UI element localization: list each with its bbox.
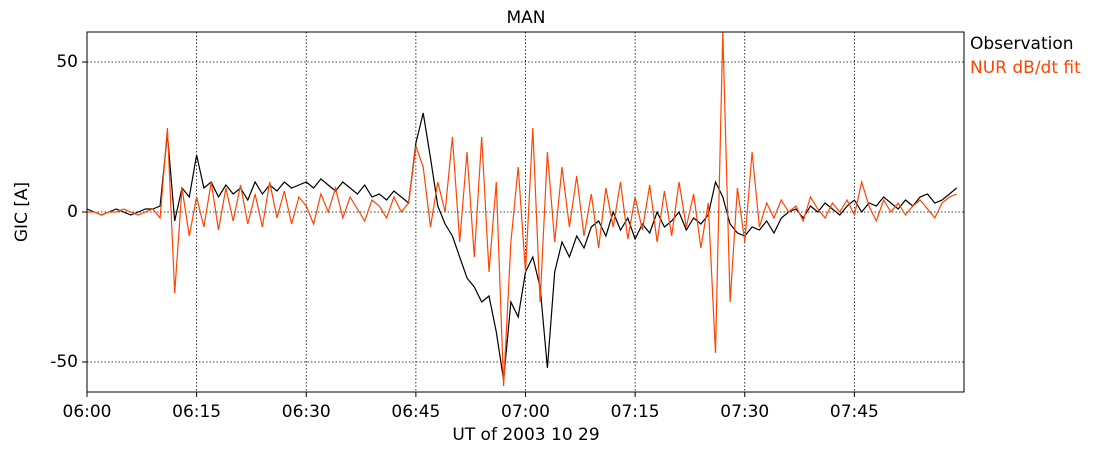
legend-entry: NUR dB/dt fit [970,58,1081,78]
x-tick-label: 06:00 [63,402,112,422]
x-tick-label: 07:00 [501,402,550,422]
chart-title: MAN [506,8,545,28]
x-tick-label: 06:45 [391,402,440,422]
x-tick-label: 07:15 [611,402,660,422]
y-tick-label: -50 [50,352,78,372]
y-tick-label: 50 [56,52,78,72]
y-axis-label: GIC [A] [12,182,32,242]
data-line [86,112,958,381]
x-tick-label: 06:30 [282,402,331,422]
x-tick-label: 07:45 [830,402,879,422]
x-axis-label: UT of 2003 10 29 [452,425,599,445]
data-line [87,31,957,387]
legend-entry: Observation [970,34,1074,54]
y-tick-label: 0 [67,202,78,222]
x-tick-label: 06:15 [172,402,221,422]
plot-frame [86,31,965,393]
x-tick-label: 07:30 [720,402,769,422]
